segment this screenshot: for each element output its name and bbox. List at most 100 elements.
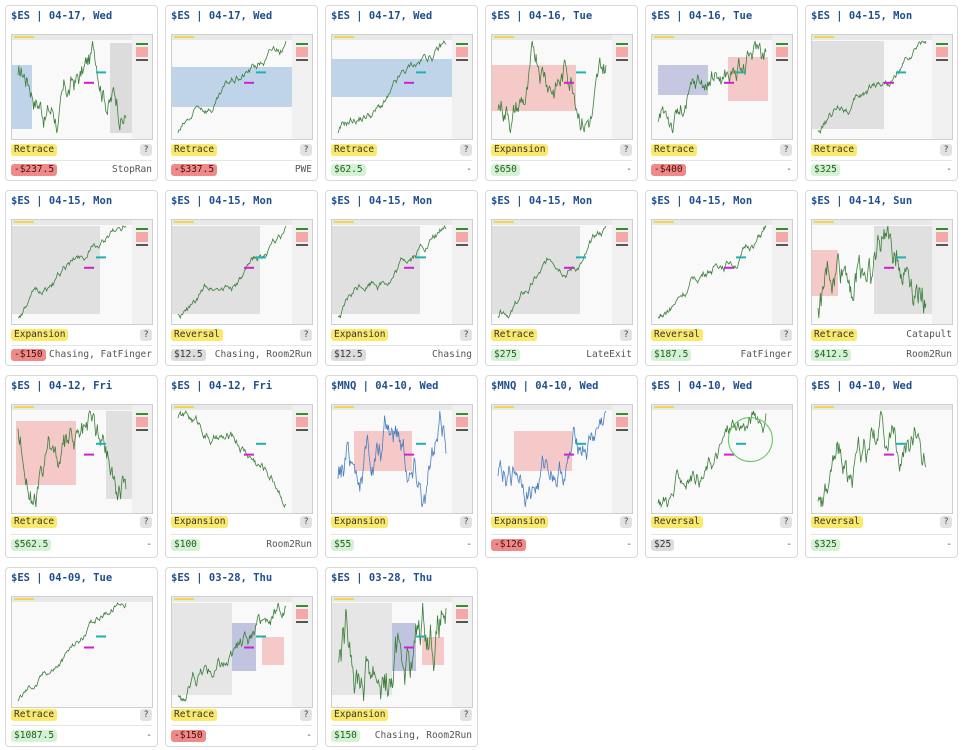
trade-card[interactable]: $ES | 04-17, Wed Retrace? -$337.5 PWE	[165, 5, 318, 181]
trade-title[interactable]: $ES | 04-17, Wed	[331, 10, 433, 22]
help-icon[interactable]: ?	[300, 516, 312, 528]
help-icon[interactable]: ?	[460, 329, 472, 341]
help-icon[interactable]: ?	[460, 144, 472, 156]
divider	[11, 725, 152, 726]
chart-thumbnail[interactable]	[331, 596, 473, 708]
trade-title[interactable]: $MNQ | 04-10, Wed	[331, 380, 439, 392]
help-icon[interactable]: ?	[300, 144, 312, 156]
trade-card[interactable]: $ES | 04-15, Mon Reversal? $187.5 FatFinge…	[645, 190, 798, 366]
chart-thumbnail[interactable]	[651, 34, 793, 140]
chart-thumbnail[interactable]	[811, 404, 953, 514]
trade-notes: LateExit	[586, 349, 632, 360]
trade-card[interactable]: $MNQ | 04-10, Wed Expansion? $55 -	[325, 375, 478, 558]
chart-thumbnail[interactable]	[171, 404, 313, 514]
trade-card[interactable]: $ES | 04-16, Tue Retrace? -$400 -	[645, 5, 798, 181]
help-icon[interactable]: ?	[940, 144, 952, 156]
trade-card[interactable]: $ES | 04-12, Fri Expansion? $100 Room2Run	[165, 375, 318, 558]
help-icon[interactable]: ?	[460, 516, 472, 528]
setup-tag: Retrace	[811, 144, 858, 156]
chart-thumbnail[interactable]	[11, 404, 153, 514]
divider	[171, 345, 312, 346]
setup-tag: Expansion	[491, 144, 549, 156]
trade-card[interactable]: $ES | 04-10, Wed Reversal? $325 -	[805, 375, 958, 558]
trade-card[interactable]: $ES | 04-09, Tue Retrace? $1087.5 -	[5, 567, 158, 747]
help-icon[interactable]: ?	[140, 329, 152, 341]
divider	[811, 534, 952, 535]
chart-thumbnail[interactable]	[491, 404, 633, 514]
help-icon[interactable]: ?	[140, 144, 152, 156]
help-icon[interactable]: ?	[620, 144, 632, 156]
trade-card[interactable]: $MNQ | 04-10, Wed Expansion? -$126 -	[485, 375, 638, 558]
divider	[331, 725, 472, 726]
trade-title[interactable]: $ES | 04-15, Mon	[651, 195, 753, 207]
trade-title[interactable]: $ES | 04-09, Tue	[11, 572, 113, 584]
trade-card[interactable]: $ES | 04-16, Tue Expansion? $650 -	[485, 5, 638, 181]
trade-card[interactable]: $ES | 03-28, Thu Retrace? -$150 -	[165, 567, 318, 747]
trade-card[interactable]: $ES | 04-12, Fri Retrace? $562.5 -	[5, 375, 158, 558]
setup-tag: Retrace	[331, 144, 378, 156]
chart-thumbnail[interactable]	[491, 219, 633, 325]
trade-title[interactable]: $ES | 04-15, Mon	[11, 195, 113, 207]
chart-thumbnail[interactable]	[651, 404, 793, 514]
chart-thumbnail[interactable]	[491, 34, 633, 140]
trade-title[interactable]: $ES | 04-12, Fri	[11, 380, 113, 392]
trade-card[interactable]: $ES | 04-15, Mon Retrace? $325 -	[805, 5, 958, 181]
chart-thumbnail[interactable]	[171, 596, 313, 708]
trade-card[interactable]: $ES | 04-15, Mon Reversal? $12.5 Chasing, …	[165, 190, 318, 366]
trade-card[interactable]: $ES | 04-10, Wed Reversal? $25 -	[645, 375, 798, 558]
chart-thumbnail[interactable]	[11, 596, 153, 708]
trade-title[interactable]: $MNQ | 04-10, Wed	[491, 380, 599, 392]
trade-title[interactable]: $ES | 03-28, Thu	[331, 572, 433, 584]
trade-card[interactable]: $ES | 04-17, Wed Retrace? -$237.5 StopRan	[5, 5, 158, 181]
divider	[171, 534, 312, 535]
help-icon[interactable]: ?	[140, 709, 152, 721]
trade-title[interactable]: $ES | 04-15, Mon	[171, 195, 273, 207]
setup-note: Catapult	[906, 329, 952, 340]
trade-notes: StopRan	[111, 164, 152, 175]
trade-title[interactable]: $ES | 04-12, Fri	[171, 380, 273, 392]
help-icon[interactable]: ?	[940, 516, 952, 528]
trade-title[interactable]: $ES | 04-15, Mon	[331, 195, 433, 207]
help-icon[interactable]: ?	[780, 516, 792, 528]
trade-title[interactable]: $ES | 04-17, Wed	[171, 10, 273, 22]
pnl-badge: $1087.5	[11, 730, 58, 742]
chart-thumbnail[interactable]	[11, 34, 153, 140]
chart-thumbnail[interactable]	[811, 219, 953, 325]
help-icon[interactable]: ?	[300, 329, 312, 341]
chart-thumbnail[interactable]	[11, 219, 153, 325]
help-icon[interactable]: ?	[460, 709, 472, 721]
trade-notes: Chasing, FatFinger	[49, 349, 152, 360]
pnl-badge: -$337.5	[171, 164, 218, 176]
trade-notes: -	[146, 539, 152, 550]
chart-thumbnail[interactable]	[331, 404, 473, 514]
trade-notes: -	[786, 164, 792, 175]
trade-card[interactable]: $ES | 04-15, Mon Retrace? $275 LateExit	[485, 190, 638, 366]
trade-title[interactable]: $ES | 04-10, Wed	[651, 380, 753, 392]
help-icon[interactable]: ?	[780, 144, 792, 156]
trade-notes: -	[146, 730, 152, 741]
help-icon[interactable]: ?	[620, 329, 632, 341]
trade-card[interactable]: $ES | 03-28, Thu Expansion? $150 Chasing, …	[325, 567, 478, 747]
help-icon[interactable]: ?	[620, 516, 632, 528]
trade-card[interactable]: $ES | 04-15, Mon Expansion? -$150 Chasing,…	[5, 190, 158, 366]
trade-card[interactable]: $ES | 04-17, Wed Retrace? $62.5 -	[325, 5, 478, 181]
trade-card[interactable]: $ES | 04-15, Mon Expansion? $12.5 Chasing	[325, 190, 478, 366]
trade-title[interactable]: $ES | 04-16, Tue	[491, 10, 593, 22]
chart-thumbnail[interactable]	[811, 34, 953, 140]
chart-thumbnail[interactable]	[331, 219, 473, 325]
chart-thumbnail[interactable]	[171, 219, 313, 325]
trade-title[interactable]: $ES | 04-14, Sun	[811, 195, 913, 207]
chart-thumbnail[interactable]	[651, 219, 793, 325]
trade-title[interactable]: $ES | 04-15, Mon	[811, 10, 913, 22]
help-icon[interactable]: ?	[780, 329, 792, 341]
trade-title[interactable]: $ES | 04-17, Wed	[11, 10, 113, 22]
trade-title[interactable]: $ES | 04-15, Mon	[491, 195, 593, 207]
chart-thumbnail[interactable]	[331, 34, 473, 140]
trade-title[interactable]: $ES | 04-10, Wed	[811, 380, 913, 392]
trade-title[interactable]: $ES | 03-28, Thu	[171, 572, 273, 584]
help-icon[interactable]: ?	[140, 516, 152, 528]
trade-card[interactable]: $ES | 04-14, Sun Retrace Catapult $412.5 Ro…	[805, 190, 958, 366]
trade-title[interactable]: $ES | 04-16, Tue	[651, 10, 753, 22]
help-icon[interactable]: ?	[300, 709, 312, 721]
chart-thumbnail[interactable]	[171, 34, 313, 140]
